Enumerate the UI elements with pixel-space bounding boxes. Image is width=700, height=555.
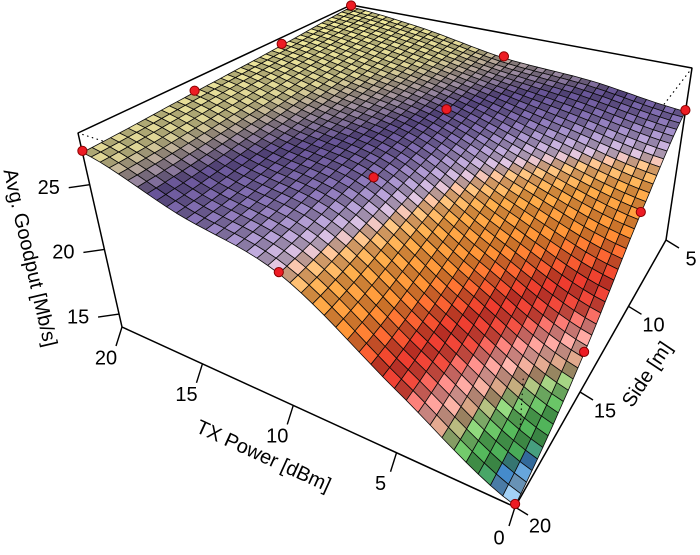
data-point-marker (189, 85, 200, 96)
x-axis-tick-label: 20 (95, 347, 117, 369)
data-point-marker (276, 38, 287, 50)
y-axis-tick-label: 5 (685, 248, 696, 270)
x-axis-tick-label: 10 (266, 426, 288, 448)
surface-mesh (82, 6, 686, 506)
data-point-marker (273, 267, 284, 278)
box-edges (77, 4, 693, 508)
y-axis-tick-label: 10 (642, 315, 664, 337)
data-point-marker (680, 105, 691, 116)
z-axis-tick-label: 15 (67, 306, 89, 328)
y-axis-tick-label: 20 (529, 515, 551, 537)
data-point-markers (77, 0, 691, 510)
front-hidden-edge (519, 374, 525, 431)
data-point-marker (368, 172, 379, 183)
data-point-marker (509, 498, 521, 510)
data-point-marker (635, 206, 646, 218)
data-point-marker (77, 145, 88, 156)
x-axis-tick-label: 5 (375, 473, 386, 495)
data-point-marker (441, 104, 452, 115)
data-point-marker (498, 51, 509, 62)
y-axis-tick-label: 15 (594, 400, 616, 422)
data-point-marker (579, 346, 590, 357)
z-axis-tick-label: 20 (52, 242, 74, 264)
x-axis-tick-label: 0 (493, 527, 504, 549)
x-axis-tick-label: 15 (175, 384, 197, 406)
data-point-marker (346, 0, 357, 11)
z-axis-tick-label: 25 (38, 177, 60, 199)
